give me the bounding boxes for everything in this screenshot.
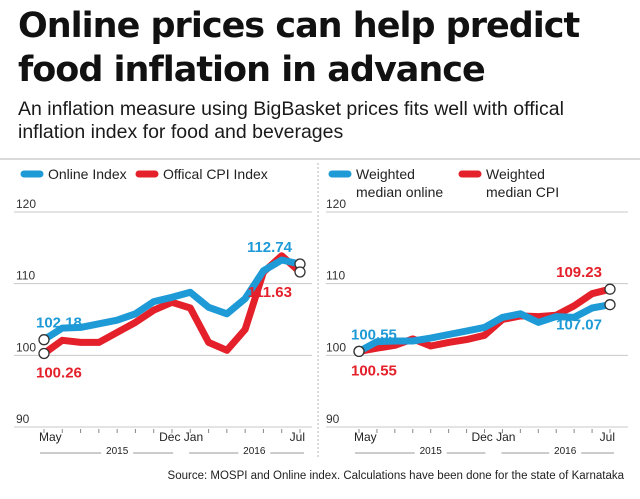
year-label-bg (549, 445, 582, 457)
year-label: 2016 (243, 446, 266, 457)
year-label: 2016 (554, 446, 577, 457)
legend-label: Weighted (356, 166, 415, 182)
data-label: 109.23 (556, 264, 602, 281)
right-chart-panel: Weighted median online Weighted median CPI 9… (326, 166, 628, 457)
endpoint-marker (604, 299, 616, 311)
x-tick-label: Dec Jan (471, 430, 515, 444)
legend-label: Online Index (48, 166, 127, 182)
x-tick-label: Jul (600, 430, 615, 444)
x-tick-label: Dec Jan (159, 430, 203, 444)
y-tick-label: 110 (16, 269, 35, 283)
y-tick-label: 90 (16, 412, 30, 426)
series-line (40, 256, 304, 344)
y-tick-label: 120 (326, 197, 346, 211)
y-tick-label: 90 (326, 412, 340, 426)
y-tick-label: 100 (326, 340, 346, 354)
data-label: 100.55 (351, 326, 397, 343)
left-chart-panel: Online Index Offical CPI Index 90 100 110 120… (14, 166, 312, 457)
data-label: 102.18 (36, 315, 82, 332)
chart-title: Online prices can help predict food infl… (18, 6, 580, 90)
year-label: 2015 (106, 446, 129, 457)
year-label-bg (101, 445, 134, 457)
legend-label: Weighted (486, 166, 545, 182)
data-label: 100.26 (36, 364, 82, 381)
legend-label: median CPI (486, 184, 559, 200)
y-tick-label: 100 (16, 340, 36, 354)
x-tick-label: May (39, 430, 62, 444)
data-label: 107.07 (556, 317, 602, 334)
endpoint-marker (353, 345, 365, 358)
data-label: 112.74 (247, 239, 293, 256)
endpoint-marker (294, 266, 306, 278)
year-label-bg (238, 445, 271, 457)
legend-label: median online (356, 184, 443, 200)
data-label: 111.63 (248, 284, 292, 301)
year-label: 2015 (420, 446, 443, 457)
series-line (40, 252, 304, 357)
endpoint-marker (38, 347, 50, 360)
legend-label: Offical CPI Index (163, 166, 268, 182)
data-label: 100.55 (351, 362, 397, 379)
series-line (355, 301, 614, 355)
chart-subtitle: An inflation measure using BigBasket pri… (18, 98, 564, 143)
y-tick-label: 110 (326, 269, 345, 283)
y-tick-label: 120 (16, 197, 36, 211)
endpoint-marker (38, 334, 50, 346)
year-label-bg (414, 445, 447, 457)
x-tick-label: May (354, 430, 377, 444)
endpoint-marker (604, 283, 616, 295)
x-tick-label: Jul (290, 430, 305, 444)
source-note: Source: MOSPI and Online index. Calculat… (167, 470, 624, 482)
